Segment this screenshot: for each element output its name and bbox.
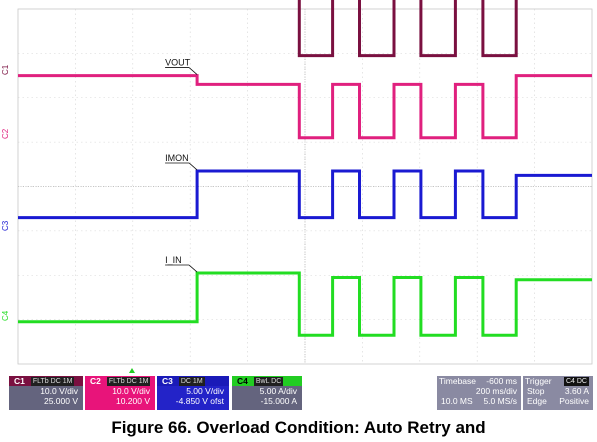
- trace-fltb: [297, 0, 518, 58]
- trigger-type: Edge: [527, 396, 547, 406]
- trigger-position-marker: [129, 368, 135, 373]
- c1-name: C1: [14, 376, 25, 386]
- trigger-label: Trigger: [525, 376, 552, 386]
- c2-marker: C2: [1, 128, 10, 139]
- trigger-level: 3.60 A: [564, 386, 589, 396]
- c1-offset: 25.000 V: [43, 396, 78, 406]
- trigger-channel: C4 DC: [563, 376, 589, 386]
- timebase-per-div: 200 ms/div: [475, 386, 517, 396]
- c3-flags: DC 1M: [178, 376, 205, 386]
- graticule-border: [17, 8, 593, 365]
- trigger-mode: Stop: [527, 386, 545, 396]
- trace-label-vout: VOUT: [165, 58, 191, 68]
- trace-i-in: [18, 271, 592, 337]
- grid: [17, 8, 593, 365]
- channel-markers: C1 C2 C3 C4: [1, 64, 10, 321]
- figure-caption: Figure 66. Overload Condition: Auto Retr…: [111, 418, 486, 437]
- c3-marker: C3: [1, 220, 10, 231]
- trace-label-leader: [188, 264, 198, 273]
- channel-1-info[interactable]: C1 FLTb DC 1M 10.0 V/div 25.000 V: [9, 376, 83, 410]
- c4-marker: C4: [1, 310, 10, 321]
- c3-scale: 5.00 V/div: [186, 386, 224, 396]
- timebase-rate: 5.0 MS/s: [483, 396, 517, 406]
- trace-label-imon: IMON: [165, 153, 189, 163]
- c3-name: C3: [162, 376, 173, 386]
- timebase-samples: 10.0 MS: [441, 396, 473, 406]
- c2-scale: 10.0 V/div: [112, 386, 150, 396]
- c2-offset: 10.200 V: [115, 396, 150, 406]
- c4-scale: 5.00 A/div: [259, 386, 297, 396]
- c1-flags: FLTb DC 1M: [30, 376, 75, 386]
- c3-offset: -4.850 V ofst: [175, 396, 224, 406]
- traces: [18, 0, 592, 337]
- trace-vout: [18, 74, 592, 140]
- channel-3-info[interactable]: C3 DC 1M 5.00 V/div -4.850 V ofst: [157, 376, 229, 410]
- c2-name: C2: [90, 376, 101, 386]
- trace-label-i-in: I_IN: [165, 255, 182, 265]
- trace-imon: [18, 169, 592, 220]
- channel-4-info[interactable]: C4 BwL DC 5.00 A/div -15.000 A: [232, 376, 302, 410]
- c4-flags: BwL DC: [253, 376, 284, 386]
- c1-marker: C1: [1, 64, 10, 75]
- c4-offset: -15.000 A: [260, 396, 297, 406]
- channel-2-info[interactable]: C2 FLTb DC 1M 10.0 V/div 10.200 V: [85, 376, 155, 410]
- trace-labels: FLTbVOUTIMONI_IN: [165, 58, 198, 273]
- timebase-offset: -600 ms: [486, 376, 517, 386]
- c2-flags: FLTb DC 1M: [106, 376, 151, 386]
- timebase-info[interactable]: Timebase -600 ms 200 ms/div 10.0 MS 5.0 MS…: [437, 376, 521, 410]
- trigger-slope: Positive: [559, 396, 589, 406]
- trigger-info[interactable]: Trigger C4 DC Stop 3.60 A Edge Positive: [523, 376, 593, 410]
- c4-name: C4: [237, 376, 248, 386]
- trace-label-leader: [188, 162, 198, 171]
- c1-scale: 10.0 V/div: [40, 386, 78, 396]
- trace-label-leader: [188, 67, 198, 75]
- timebase-label: Timebase: [439, 376, 477, 386]
